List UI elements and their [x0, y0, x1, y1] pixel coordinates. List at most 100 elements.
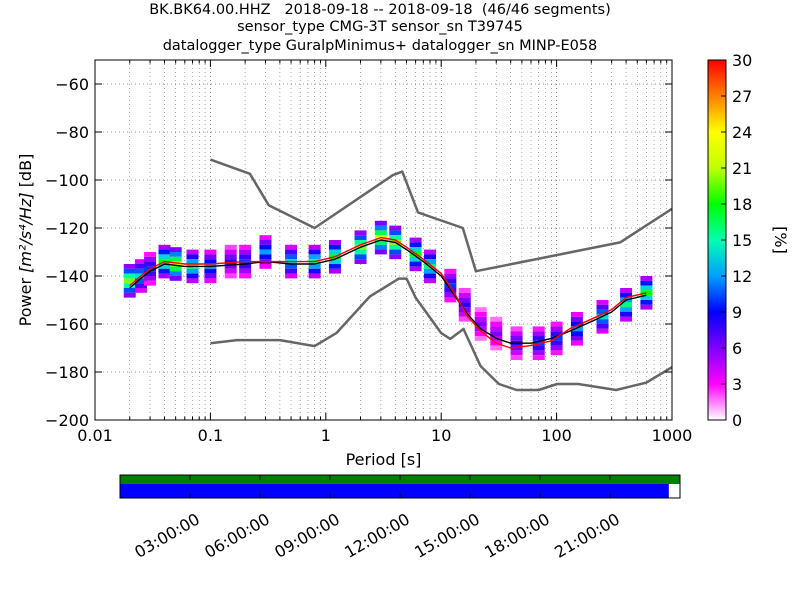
density-cells — [123, 220, 653, 360]
density-cell — [144, 252, 157, 257]
density-cell — [570, 336, 583, 341]
density-cell — [424, 268, 437, 274]
density-cell — [424, 254, 437, 260]
density-cell — [550, 350, 563, 356]
density-cell — [285, 273, 298, 279]
density-cell — [389, 249, 402, 255]
density-cell — [550, 336, 563, 341]
density-cell — [158, 264, 171, 269]
noise-model-high-line — [209, 158, 673, 273]
density-cell — [409, 247, 422, 252]
density-cell — [239, 244, 252, 250]
density-cell — [123, 264, 136, 269]
density-cell — [169, 247, 182, 252]
colorbar-tick-label: 18 — [732, 195, 752, 214]
density-cell — [550, 340, 563, 346]
density-cell — [224, 244, 237, 250]
density-cell — [134, 259, 147, 264]
density-cell — [640, 304, 653, 310]
density-cell — [532, 345, 545, 351]
density-cell — [620, 288, 633, 293]
y-tick-label: −100 — [45, 171, 89, 190]
density-cell — [169, 252, 182, 257]
density-cell — [550, 321, 563, 327]
density-cell — [532, 331, 545, 336]
density-cell — [144, 276, 157, 281]
density-cell — [259, 264, 272, 269]
density-cell — [570, 321, 583, 327]
x-tick-label: 100 — [541, 426, 572, 445]
density-cell — [444, 292, 457, 298]
plot-frame — [94, 59, 673, 421]
y-tick-label: −140 — [45, 267, 89, 286]
density-cell — [640, 276, 653, 281]
density-cell — [409, 237, 422, 243]
density-cell — [144, 256, 157, 262]
density-cell — [259, 240, 272, 245]
density-cell — [374, 249, 387, 255]
density-cell — [285, 268, 298, 274]
density-cell — [134, 278, 147, 284]
density-cell — [169, 276, 182, 281]
density-cell — [458, 292, 471, 298]
density-cell — [532, 350, 545, 356]
density-cell — [510, 331, 523, 336]
density-cell — [532, 336, 545, 341]
density-cell — [620, 307, 633, 312]
density-cell — [134, 268, 147, 274]
density-cell — [186, 249, 199, 255]
density-cell — [354, 230, 367, 236]
density-cell — [169, 271, 182, 276]
density-cell — [239, 264, 252, 269]
title-line-3: datalogger_type GuralpMinimus+ datalogge… — [162, 38, 598, 54]
y-tick-label: −180 — [45, 363, 89, 382]
density-cell — [389, 235, 402, 240]
density-cell — [424, 273, 437, 279]
density-cell — [204, 278, 217, 284]
density-cell — [620, 292, 633, 298]
density-cell — [224, 259, 237, 264]
density-cell — [239, 268, 252, 274]
density-cell — [354, 259, 367, 264]
noise-model-low-line — [210, 277, 673, 392]
colorbar-tick-label: 30 — [732, 51, 752, 70]
density-cell — [596, 319, 609, 324]
density-cell — [144, 261, 157, 267]
density-cell — [328, 259, 341, 264]
density-cell — [458, 297, 471, 303]
density-cell — [328, 249, 341, 255]
density-cell — [239, 273, 252, 279]
x-axis-label: Period [s] — [346, 450, 422, 469]
density-cell — [134, 264, 147, 269]
density-cell — [444, 273, 457, 279]
density-cell — [444, 297, 457, 303]
density-cell — [409, 266, 422, 272]
x-tick-label: 10 — [431, 426, 451, 445]
density-cell — [123, 292, 136, 298]
timeline-tick-label: 15:00:00 — [411, 509, 483, 561]
density-cell — [389, 244, 402, 250]
density-cell — [374, 240, 387, 245]
y-tick-label: −120 — [45, 219, 89, 238]
timeline-tick-label: 12:00:00 — [341, 509, 413, 561]
colorbar-label: [%] — [771, 226, 790, 254]
density-cell — [259, 244, 272, 250]
density-cell — [640, 285, 653, 291]
colorbar-tick-label: 9 — [732, 303, 742, 322]
colorbar-tick-label: 12 — [732, 267, 752, 286]
density-cell — [510, 350, 523, 356]
x-tick-label: 0.1 — [198, 426, 223, 445]
density-cell — [510, 355, 523, 360]
density-cell — [444, 283, 457, 288]
density-cell — [570, 312, 583, 317]
density-cell — [409, 256, 422, 262]
density-cell — [620, 302, 633, 308]
x-tick-label: 1000 — [652, 426, 693, 445]
density-cell — [169, 261, 182, 267]
density-cell — [144, 271, 157, 276]
timeline-tick-label: 21:00:00 — [551, 509, 623, 561]
density-cell — [458, 302, 471, 308]
density-cell — [458, 316, 471, 322]
density-cell — [458, 312, 471, 317]
colorbar-tick-label: 6 — [732, 339, 742, 358]
